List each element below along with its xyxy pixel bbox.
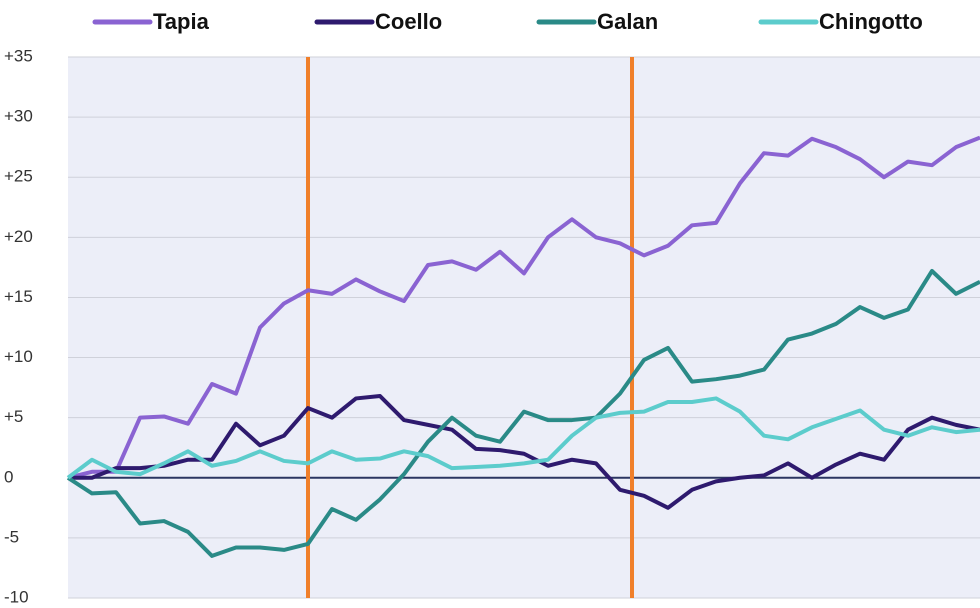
series-line (68, 394, 980, 510)
y-tick-label: +35 (4, 46, 33, 65)
y-tick-label: 0 (4, 467, 13, 486)
series-line (66, 396, 980, 480)
y-tick-label: -10 (4, 587, 29, 606)
legend-label: Chingotto (819, 9, 923, 34)
legend-label: Coello (375, 9, 442, 34)
y-tick-label: +20 (4, 227, 33, 246)
y-tick-label: +5 (4, 407, 23, 426)
legend-label: Tapia (153, 9, 210, 34)
series-line (67, 135, 980, 480)
y-tick-label: -5 (4, 527, 19, 546)
legend-label: Galan (597, 9, 658, 34)
plot-area (68, 57, 980, 598)
y-tick-label: +25 (4, 167, 33, 186)
y-tick-label: +15 (4, 287, 33, 306)
y-tick-label: +30 (4, 107, 33, 126)
y-tick-label: +10 (4, 347, 33, 366)
series-line (66, 268, 980, 558)
